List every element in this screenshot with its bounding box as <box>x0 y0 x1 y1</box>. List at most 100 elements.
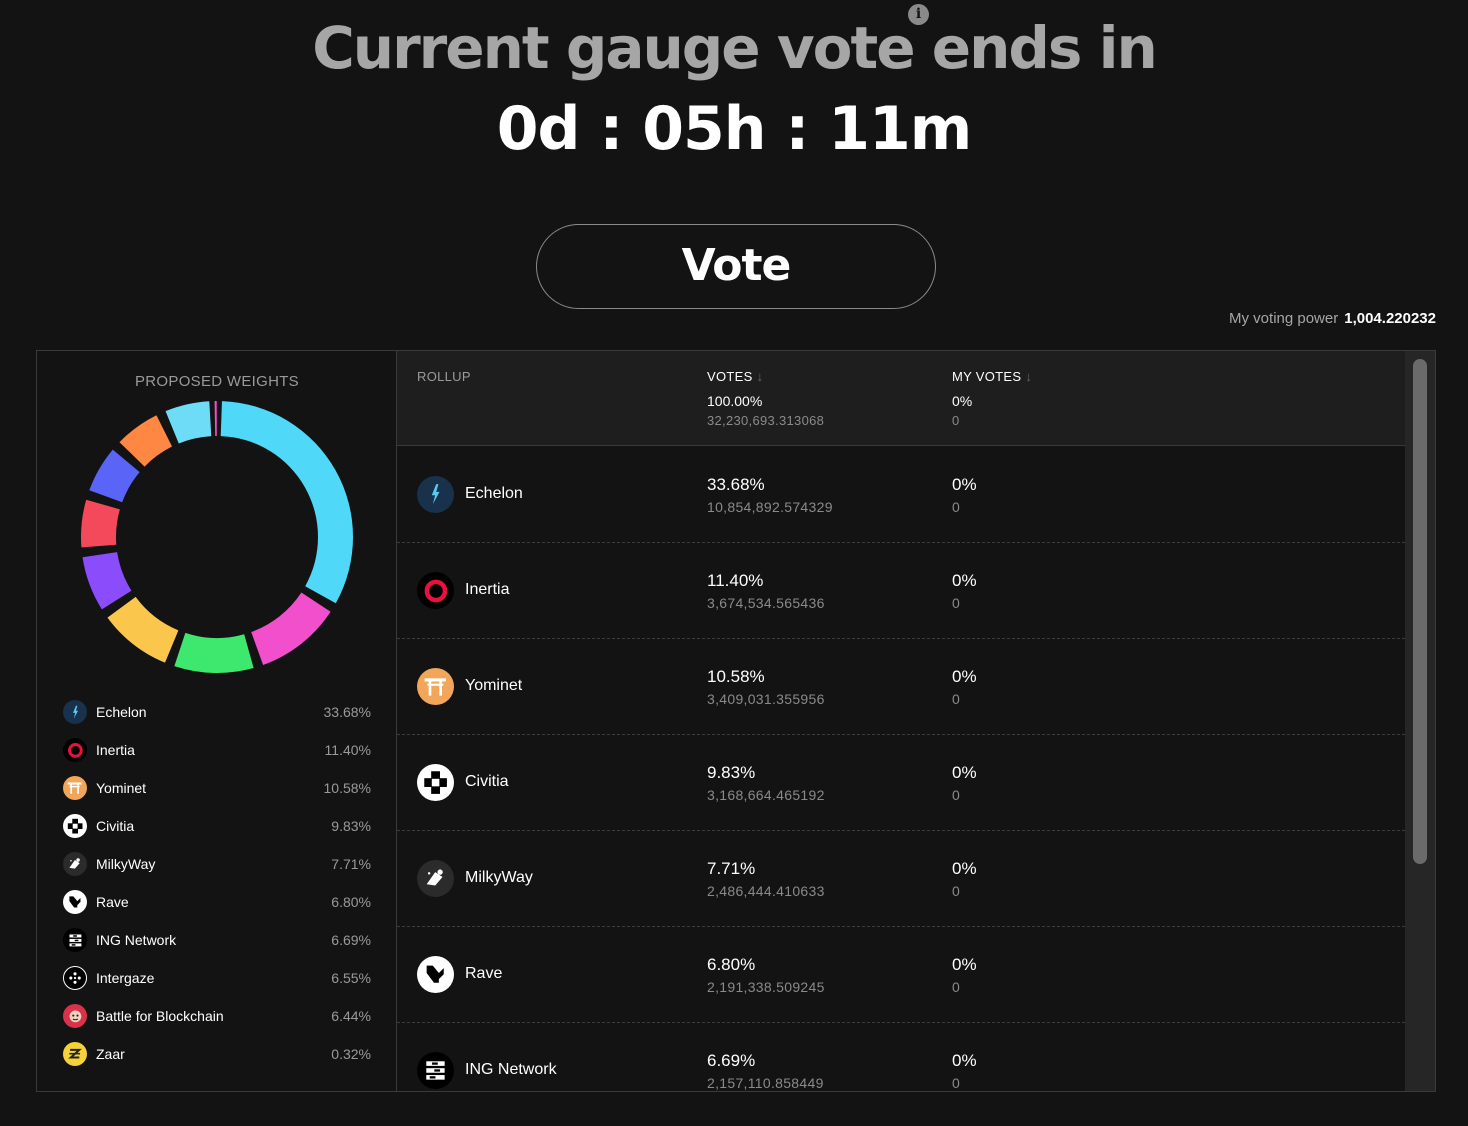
rave-icon <box>417 956 454 993</box>
votes-percent: 7.71% <box>707 859 756 878</box>
votes-column-header[interactable]: VOTES ↓ <box>707 369 763 384</box>
rollup-name: ING Network <box>465 1061 557 1078</box>
my-votes-amount: 0 <box>952 787 960 803</box>
my-votes-amount: 0 <box>952 1075 960 1091</box>
donut-slice-zaar[interactable] <box>214 401 217 437</box>
table-row[interactable]: Civitia 9.83% 3,168,664.465192 0% 0 <box>397 735 1405 831</box>
rollup-table: ROLLUP VOTES ↓ MY VOTES ↓ 100.00% 32,230,6… <box>397 351 1405 1091</box>
proposed-weights-title: PROPOSED WEIGHTS <box>135 373 299 390</box>
milkyway-icon <box>63 852 87 876</box>
donut-slice-rave[interactable] <box>81 499 120 548</box>
table-header: ROLLUP VOTES ↓ MY VOTES ↓ 100.00% 32,230,6… <box>397 351 1405 446</box>
legend-item-percent: 6.69% <box>331 932 371 948</box>
my-votes-percent: 0% <box>952 1051 977 1070</box>
rollup-name: Yominet <box>465 677 523 694</box>
intergaze-icon <box>63 966 87 990</box>
civitia-icon <box>417 764 454 801</box>
my-votes-percent: 0% <box>952 571 977 590</box>
total-my-votes-amount: 0 <box>952 413 960 428</box>
table-row[interactable]: ING Network 6.69% 2,157,110.858449 0% 0 <box>397 1023 1405 1091</box>
legend-item: Inertia 11.40% <box>63 731 371 769</box>
total-votes-amount: 32,230,693.313068 <box>707 413 825 428</box>
zaar-icon <box>63 1042 87 1066</box>
total-my-votes-percent: 0% <box>952 393 973 409</box>
weights-legend: Echelon 33.68% Inertia 11.40% Yominet 10.58% C… <box>63 693 371 1073</box>
legend-item: Battle for Blockchain 6.44% <box>63 997 371 1035</box>
votes-percent: 10.58% <box>707 667 765 686</box>
legend-item: MilkyWay 7.71% <box>63 845 371 883</box>
info-icon[interactable]: i <box>908 4 929 25</box>
table-row[interactable]: Echelon 33.68% 10,854,892.574329 0% 0 <box>397 447 1405 543</box>
votes-percent: 6.80% <box>707 955 756 974</box>
donut-slice-milkyway[interactable] <box>82 552 132 610</box>
rave-icon <box>63 890 87 914</box>
donut-slice-ing-network[interactable] <box>89 449 140 503</box>
page-title: Current gauge vote ends in <box>312 14 1158 82</box>
votes-percent: 6.69% <box>707 1051 756 1070</box>
inertia-icon <box>63 738 87 762</box>
legend-item-percent: 10.58% <box>323 780 371 796</box>
legend-item-name: Battle for Blockchain <box>96 1008 224 1024</box>
donut-slice-yominet[interactable] <box>174 632 254 673</box>
votes-percent: 9.83% <box>707 763 756 782</box>
votes-percent: 11.40% <box>707 571 764 590</box>
table-row[interactable]: Yominet 10.58% 3,409,031.355956 0% 0 <box>397 639 1405 735</box>
civitia-icon <box>63 814 87 838</box>
legend-item: ING Network 6.69% <box>63 921 371 959</box>
table-row[interactable]: Inertia 11.40% 3,674,534.565436 0% 0 <box>397 543 1405 639</box>
donut-slice-intergaze[interactable] <box>119 415 173 467</box>
inertia-icon <box>417 572 454 609</box>
rollup-name: Inertia <box>465 581 510 598</box>
my-votes-percent: 0% <box>952 475 977 494</box>
ing-network-icon <box>417 1052 454 1089</box>
my-votes-percent: 0% <box>952 763 977 782</box>
echelon-icon <box>417 476 454 513</box>
sort-arrow-icon: ↓ <box>1025 369 1033 384</box>
votes-header-label: VOTES <box>707 369 753 384</box>
legend-item-percent: 9.83% <box>331 818 371 834</box>
legend-item-percent: 0.32% <box>331 1046 371 1062</box>
my-votes-percent: 0% <box>952 859 977 878</box>
votes-amount: 3,409,031.355956 <box>707 691 825 707</box>
my-votes-percent: 0% <box>952 667 977 686</box>
milkyway-icon <box>417 860 454 897</box>
total-votes-percent: 100.00% <box>707 393 763 409</box>
legend-item-name: Zaar <box>96 1046 125 1062</box>
legend-item-percent: 7.71% <box>331 856 371 872</box>
countdown-timer: 0d : 05h : 11m <box>496 94 972 164</box>
legend-item-percent: 6.55% <box>331 970 371 986</box>
donut-slice-inertia[interactable] <box>251 592 331 665</box>
rollup-name: Echelon <box>465 485 523 502</box>
votes-amount: 3,674,534.565436 <box>707 595 825 611</box>
legend-item: Zaar 0.32% <box>63 1035 371 1073</box>
table-row[interactable]: MilkyWay 7.71% 2,486,444.410633 0% 0 <box>397 831 1405 927</box>
ing-network-icon <box>63 928 87 952</box>
voting-power: My voting power 1,004.220232 <box>1229 310 1436 327</box>
scrollbar[interactable] <box>1405 351 1435 1091</box>
legend-item: Intergaze 6.55% <box>63 959 371 997</box>
table-row[interactable]: Rave 6.80% 2,191,338.509245 0% 0 <box>397 927 1405 1023</box>
donut-slice-civitia[interactable] <box>107 596 179 663</box>
votes-amount: 3,168,664.465192 <box>707 787 825 803</box>
yominet-icon <box>417 668 454 705</box>
legend-item-name: MilkyWay <box>96 856 156 872</box>
donut-slice-echelon[interactable] <box>220 401 353 604</box>
legend-item-name: Intergaze <box>96 970 155 986</box>
legend-item: Civitia 9.83% <box>63 807 371 845</box>
echelon-icon <box>63 700 87 724</box>
my-votes-amount: 0 <box>952 979 960 995</box>
my-votes-amount: 0 <box>952 499 960 515</box>
legend-item-percent: 6.44% <box>331 1008 371 1024</box>
scrollbar-thumb[interactable] <box>1413 359 1427 864</box>
legend-item-name: Yominet <box>96 780 147 796</box>
gauge-panel: PROPOSED WEIGHTS Echelon 33.68% Inertia 11.… <box>36 350 1436 1092</box>
legend-item-name: Civitia <box>96 818 135 834</box>
votes-amount: 2,157,110.858449 <box>707 1075 824 1091</box>
legend-item-name: ING Network <box>96 932 177 948</box>
my-votes-amount: 0 <box>952 691 960 707</box>
my-votes-column-header[interactable]: MY VOTES ↓ <box>952 369 1032 384</box>
legend-item: Echelon 33.68% <box>63 693 371 731</box>
vote-button[interactable]: Vote <box>536 224 936 309</box>
donut-slice-battle-for-blockchain[interactable] <box>165 401 212 444</box>
legend-item-percent: 11.40% <box>324 742 371 758</box>
